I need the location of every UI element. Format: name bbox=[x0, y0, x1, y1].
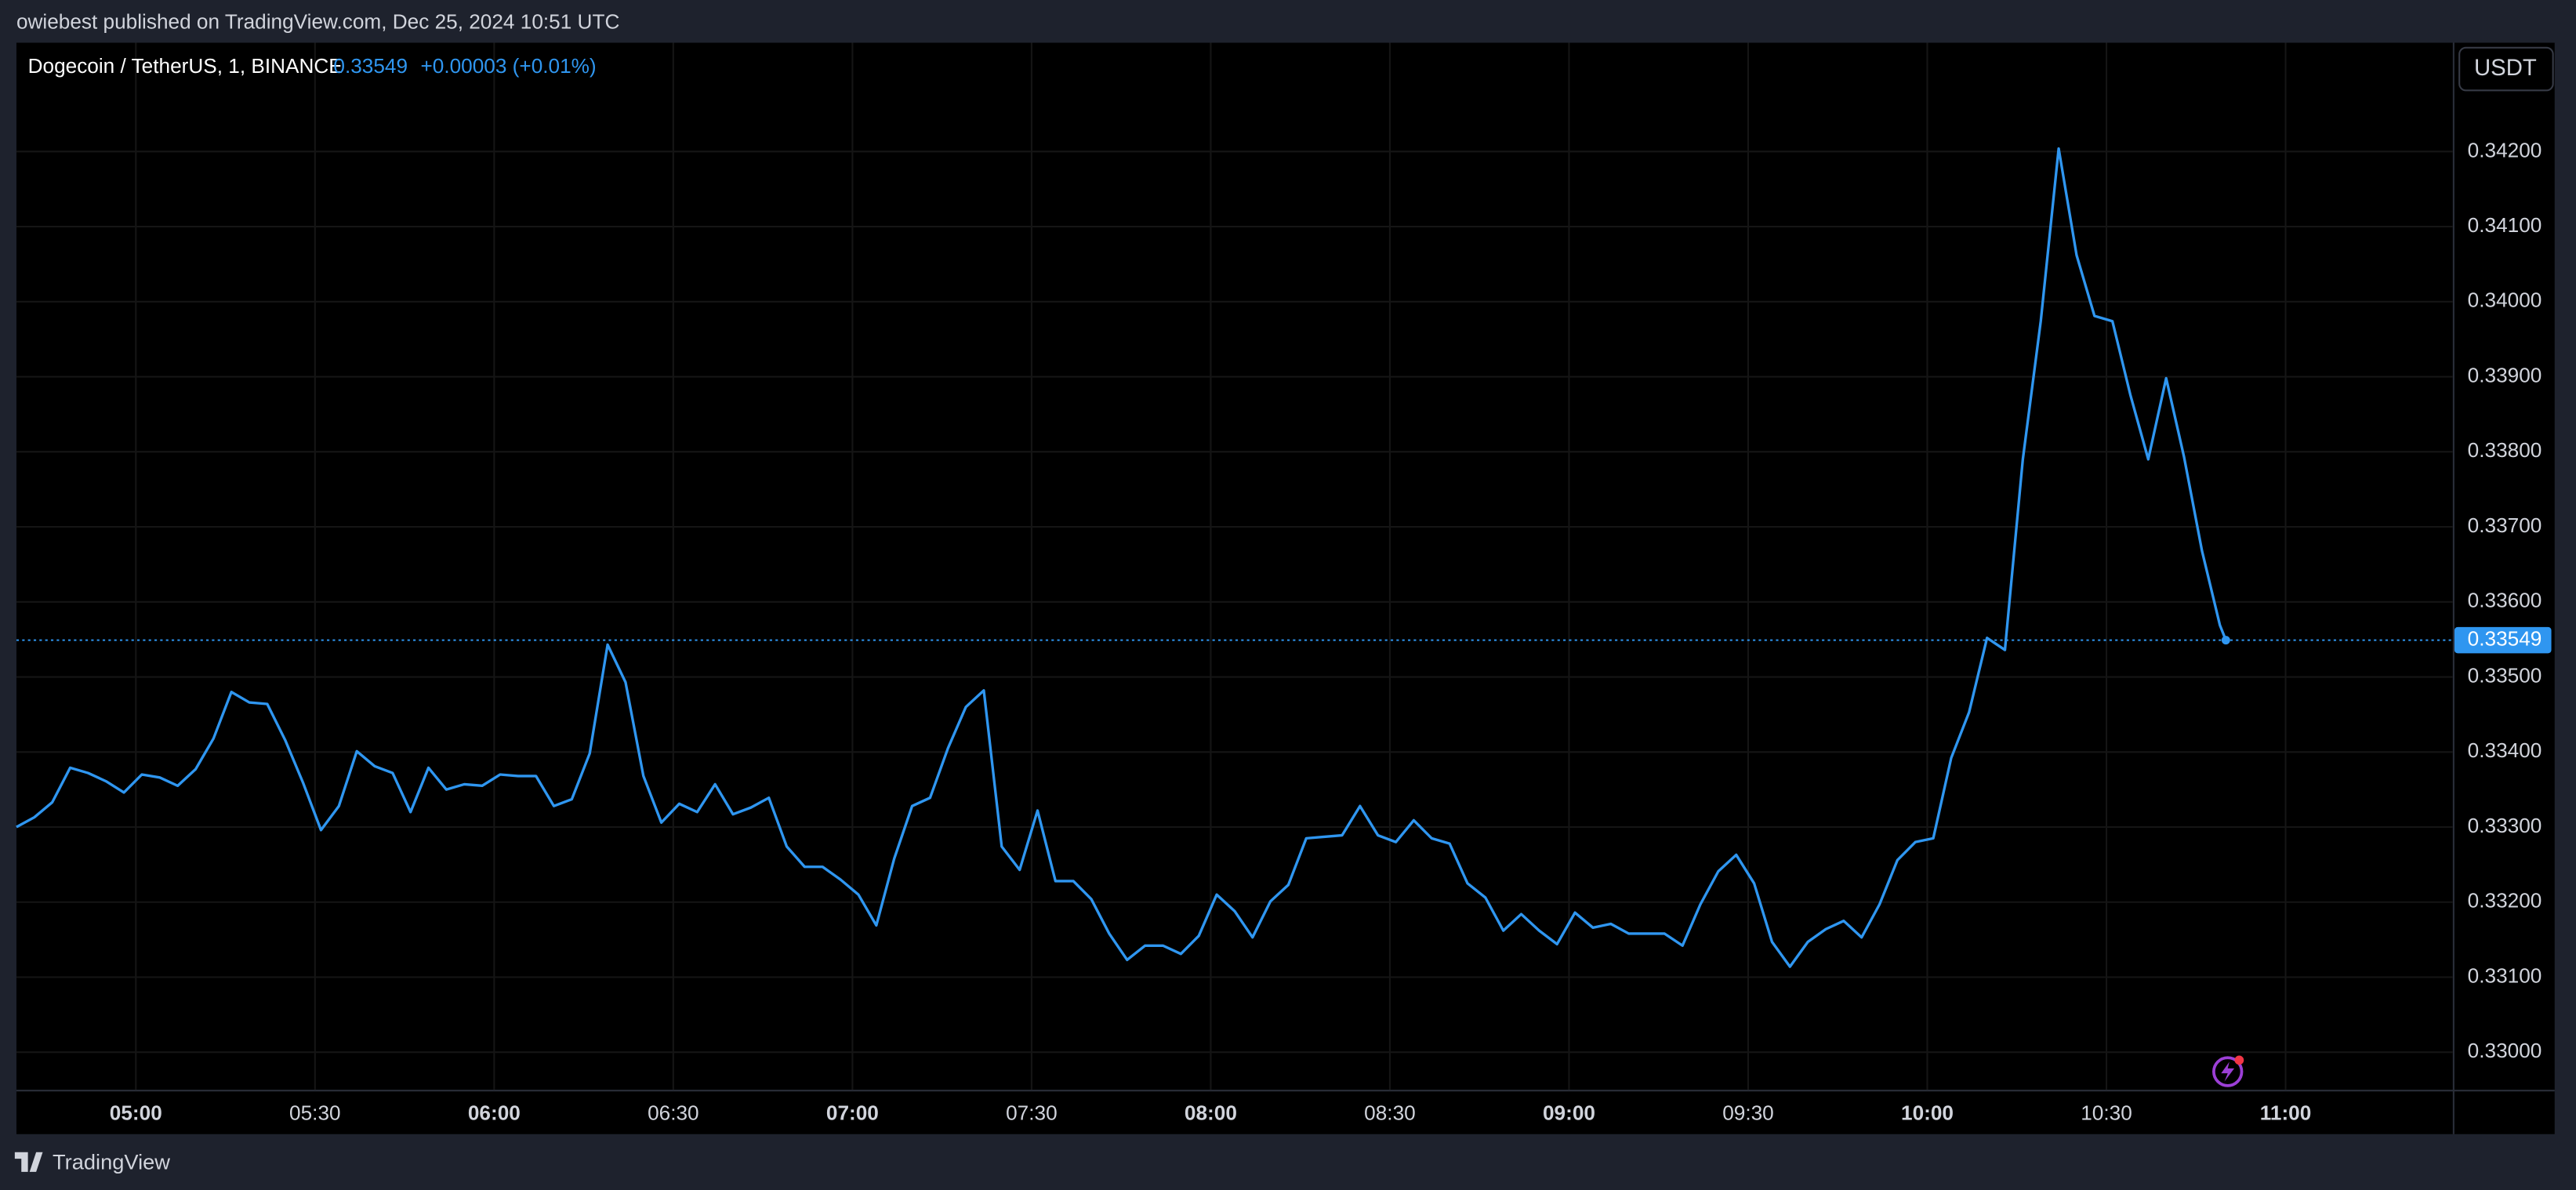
y-tick-label: 0.33500 bbox=[2468, 663, 2542, 687]
x-tick-label: 11:00 bbox=[2260, 1101, 2312, 1124]
currency-button[interactable] bbox=[2458, 46, 2554, 92]
x-tick-label: 10:00 bbox=[1901, 1101, 1954, 1124]
header-change: +0.00003 (+0.01%) bbox=[420, 54, 596, 78]
header-price: 0.33549 bbox=[333, 54, 408, 78]
x-tick-label: 06:30 bbox=[648, 1101, 699, 1124]
brand-name: TradingView bbox=[53, 1150, 170, 1174]
price-line bbox=[16, 147, 2227, 968]
icon-bolt bbox=[2221, 1061, 2235, 1082]
x-tick-label: 05:30 bbox=[289, 1101, 341, 1124]
brand-logo bbox=[14, 1152, 43, 1172]
plot bbox=[16, 147, 2453, 968]
x-tick-label: 09:30 bbox=[1722, 1101, 1774, 1124]
y-tick-label: 0.33100 bbox=[2468, 963, 2542, 987]
y-tick-label: 0.34000 bbox=[2468, 288, 2542, 312]
icon-badge bbox=[2234, 1055, 2244, 1065]
x-tick-label: 10:30 bbox=[2081, 1101, 2132, 1124]
x-tick-label: 08:30 bbox=[1364, 1101, 1416, 1124]
alert-icon[interactable] bbox=[2212, 1055, 2244, 1087]
x-tick-label: 09:00 bbox=[1543, 1101, 1595, 1124]
symbol-title: Dogecoin / TetherUS, 1, BINANCE bbox=[28, 54, 343, 78]
y-tick-label: 0.34200 bbox=[2468, 138, 2542, 161]
last-price-box bbox=[2454, 626, 2552, 654]
x-tick-label: 07:30 bbox=[1006, 1101, 1058, 1124]
chart-panel bbox=[16, 42, 2555, 1134]
x-tick-label: 07:00 bbox=[826, 1101, 879, 1124]
x-tick-label: 08:00 bbox=[1185, 1101, 1237, 1124]
grid bbox=[16, 42, 2453, 1090]
y-tick-label: 0.34100 bbox=[2468, 213, 2542, 237]
x-tick-label: 05:00 bbox=[110, 1101, 162, 1124]
logo-mark bbox=[14, 1152, 43, 1172]
currency-label[interactable]: USDT bbox=[2474, 55, 2537, 81]
x-tick-label: 06:00 bbox=[468, 1101, 521, 1124]
y-tick-label: 0.33000 bbox=[2468, 1039, 2542, 1062]
y-tick-label: 0.33200 bbox=[2468, 889, 2542, 912]
icon-ring bbox=[2212, 1056, 2244, 1087]
y-tick-label: 0.33700 bbox=[2468, 513, 2542, 537]
y-tick-label: 0.33800 bbox=[2468, 438, 2542, 462]
publisher-line: owiebest published on TradingView.com, D… bbox=[16, 9, 619, 33]
y-tick-label: 0.33400 bbox=[2468, 738, 2542, 762]
y-tick-label: 0.33900 bbox=[2468, 363, 2542, 386]
last-price-label: 0.33549 bbox=[2468, 627, 2542, 651]
y-tick-label: 0.33600 bbox=[2468, 589, 2542, 612]
y-tick-label: 0.33300 bbox=[2468, 814, 2542, 837]
